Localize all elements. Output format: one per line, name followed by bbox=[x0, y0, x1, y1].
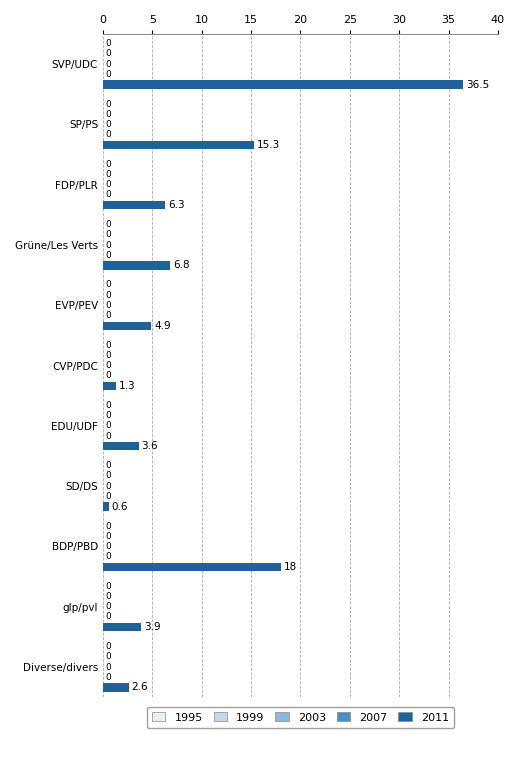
Text: 0: 0 bbox=[106, 190, 111, 199]
Text: 36.5: 36.5 bbox=[466, 79, 490, 89]
Text: 0: 0 bbox=[106, 220, 111, 229]
Text: 0: 0 bbox=[106, 39, 111, 49]
Text: 0: 0 bbox=[106, 582, 111, 591]
Text: 0: 0 bbox=[106, 290, 111, 300]
Text: 0: 0 bbox=[106, 552, 111, 561]
Text: 0: 0 bbox=[106, 532, 111, 541]
Bar bbox=[103, 261, 170, 270]
Text: 1.3: 1.3 bbox=[119, 381, 135, 391]
Bar bbox=[103, 442, 138, 450]
Text: 0: 0 bbox=[106, 612, 111, 621]
Text: 0: 0 bbox=[106, 642, 111, 651]
Bar bbox=[103, 80, 463, 89]
Text: 0: 0 bbox=[106, 240, 111, 249]
Text: 0: 0 bbox=[106, 311, 111, 320]
Text: 0: 0 bbox=[106, 180, 111, 189]
Text: 0: 0 bbox=[106, 340, 111, 350]
Text: 0: 0 bbox=[106, 521, 111, 531]
Text: 0: 0 bbox=[106, 371, 111, 380]
Text: 0: 0 bbox=[106, 471, 111, 480]
Text: 0: 0 bbox=[106, 421, 111, 430]
Bar bbox=[103, 382, 116, 390]
Text: 0: 0 bbox=[106, 251, 111, 259]
Text: 0: 0 bbox=[106, 230, 111, 239]
Bar bbox=[103, 502, 109, 511]
Text: 6.3: 6.3 bbox=[168, 200, 185, 210]
Bar bbox=[103, 563, 281, 571]
Text: 15.3: 15.3 bbox=[257, 140, 280, 150]
Text: 4.9: 4.9 bbox=[154, 321, 171, 330]
Bar bbox=[103, 201, 165, 209]
Text: 0: 0 bbox=[106, 99, 111, 109]
Text: 0: 0 bbox=[106, 662, 111, 671]
Text: 0: 0 bbox=[106, 120, 111, 129]
Bar bbox=[103, 322, 151, 330]
Text: 3.9: 3.9 bbox=[145, 622, 161, 632]
Text: 18: 18 bbox=[284, 562, 297, 572]
Text: 6.8: 6.8 bbox=[173, 260, 190, 270]
Text: 0: 0 bbox=[106, 542, 111, 551]
Text: 3.6: 3.6 bbox=[141, 441, 158, 451]
Text: 0: 0 bbox=[106, 652, 111, 661]
Text: 0: 0 bbox=[106, 361, 111, 370]
Text: 0: 0 bbox=[106, 482, 111, 490]
Text: 0: 0 bbox=[106, 130, 111, 139]
Text: 0: 0 bbox=[106, 160, 111, 169]
Text: 0: 0 bbox=[106, 49, 111, 59]
Text: 0: 0 bbox=[106, 492, 111, 501]
Text: 0: 0 bbox=[106, 170, 111, 179]
Text: 0: 0 bbox=[106, 70, 111, 79]
Bar bbox=[103, 683, 128, 691]
Text: 0: 0 bbox=[106, 280, 111, 290]
Text: 0: 0 bbox=[106, 301, 111, 310]
Text: 0: 0 bbox=[106, 431, 111, 440]
Text: 0: 0 bbox=[106, 592, 111, 601]
Text: 0.6: 0.6 bbox=[112, 501, 128, 511]
Text: 0: 0 bbox=[106, 673, 111, 681]
Text: 0: 0 bbox=[106, 602, 111, 611]
Text: 0: 0 bbox=[106, 351, 111, 360]
Text: 0: 0 bbox=[106, 411, 111, 420]
Text: 0: 0 bbox=[106, 461, 111, 470]
Text: 0: 0 bbox=[106, 110, 111, 119]
Text: 0: 0 bbox=[106, 59, 111, 69]
Text: 2.6: 2.6 bbox=[132, 682, 148, 692]
Text: 0: 0 bbox=[106, 401, 111, 410]
Legend: 1995, 1999, 2003, 2007, 2011: 1995, 1999, 2003, 2007, 2011 bbox=[147, 707, 454, 728]
Bar bbox=[103, 623, 141, 631]
Bar bbox=[103, 141, 254, 149]
